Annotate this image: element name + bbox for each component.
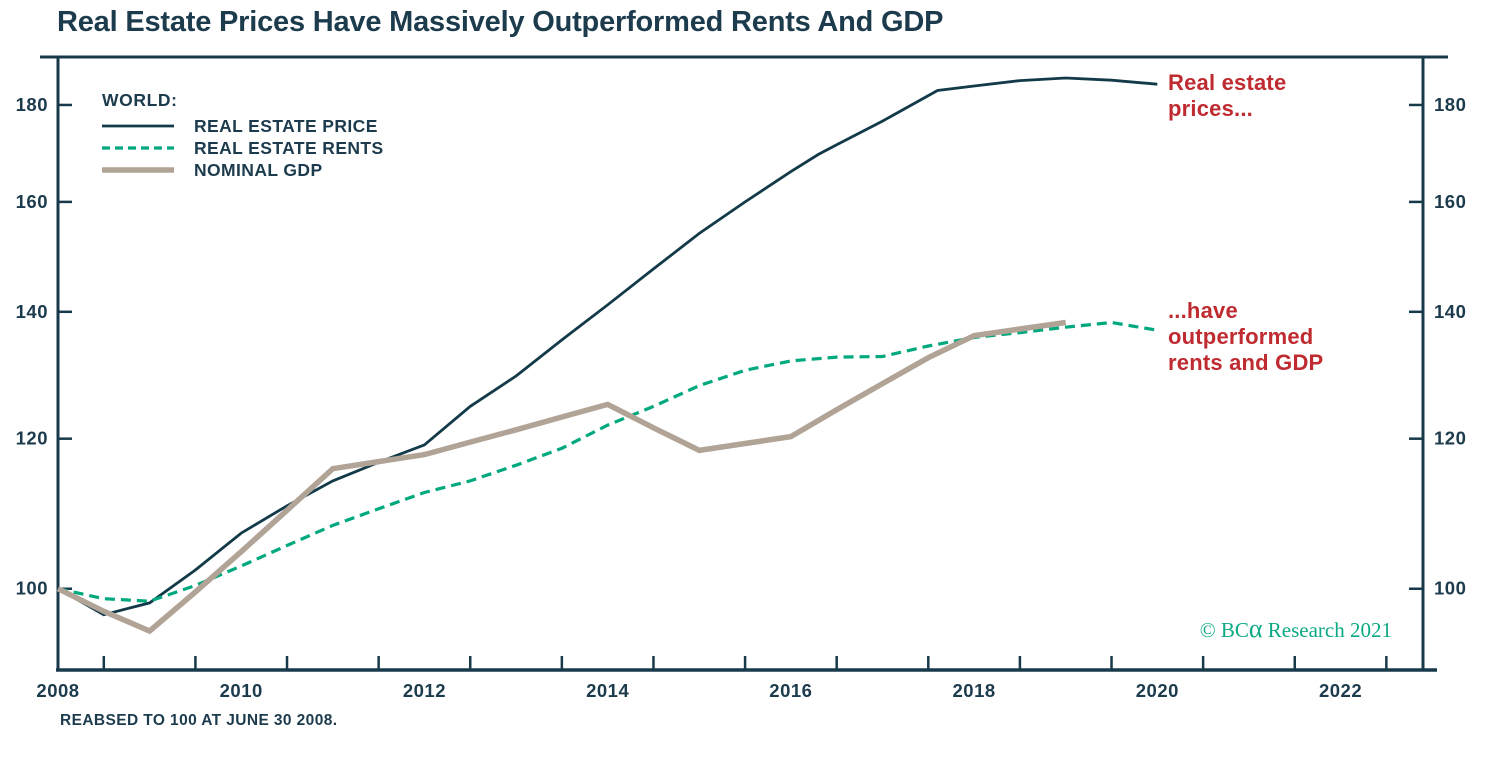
- y-tick-label-left: 100: [16, 578, 48, 599]
- x-tick-label: 2016: [769, 680, 812, 701]
- x-tick-label: 2018: [953, 680, 996, 701]
- series-line-real-estate-price: [57, 76, 1158, 617]
- series-line-nominal-gdp: [56, 319, 1067, 635]
- bca-research-credit: © BCα Research 2021: [1120, 616, 1392, 643]
- x-tick-label: 2022: [1319, 680, 1362, 701]
- legend-item-real-estate-price: REAL ESTATE PRICE: [102, 115, 384, 137]
- credit-alpha-glyph: α: [1248, 614, 1263, 643]
- legend-swatch-solid-line: [102, 167, 174, 173]
- annotation-outperformed: ...have outperformed rents and GDP: [1168, 298, 1324, 375]
- chart-title: Real Estate Prices Have Massively Outper…: [57, 6, 944, 38]
- y-tick-label-left: 160: [16, 191, 48, 212]
- credit-prefix: © BC: [1199, 618, 1249, 642]
- y-tick-label-right: 120: [1434, 428, 1466, 449]
- chart-legend: WORLD: REAL ESTATE PRICE REAL ESTATE RENT…: [102, 90, 384, 181]
- x-tick-label: 2010: [220, 680, 263, 701]
- legend-label: REAL ESTATE RENTS: [194, 137, 384, 158]
- x-tick-label: 2012: [403, 680, 446, 701]
- x-tick-label: 2014: [586, 680, 629, 701]
- series-line-real-estate-rents: [57, 320, 1158, 603]
- y-tick-label-left: 120: [16, 428, 48, 449]
- y-tick-label-right: 180: [1434, 94, 1466, 115]
- x-tick-label: 2008: [36, 680, 79, 701]
- legend-title: WORLD:: [102, 90, 178, 110]
- footnote-rebased: REABSED TO 100 AT JUNE 30 2008.: [60, 712, 338, 729]
- legend-item-real-estate-rents: REAL ESTATE RENTS: [102, 137, 384, 159]
- y-tick-label-right: 160: [1434, 191, 1466, 212]
- x-tick-label: 2020: [1136, 680, 1179, 701]
- credit-suffix: Research 2021: [1262, 618, 1392, 642]
- legend-items: REAL ESTATE PRICE REAL ESTATE RENTS NOMINA…: [102, 115, 384, 181]
- legend-label: NOMINAL GDP: [194, 159, 323, 180]
- y-tick-label-left: 140: [16, 301, 48, 322]
- legend-item-nominal-gdp: NOMINAL GDP: [102, 159, 384, 181]
- annotation-real-estate-prices: Real estate prices...: [1168, 70, 1287, 121]
- y-tick-label-left: 180: [16, 94, 48, 115]
- legend-swatch-solid-line: [102, 124, 174, 128]
- y-tick-label-right: 140: [1434, 301, 1466, 322]
- legend-label: REAL ESTATE PRICE: [194, 115, 378, 136]
- legend-swatch-dashed-line: [102, 146, 174, 150]
- y-tick-label-right: 100: [1434, 578, 1466, 599]
